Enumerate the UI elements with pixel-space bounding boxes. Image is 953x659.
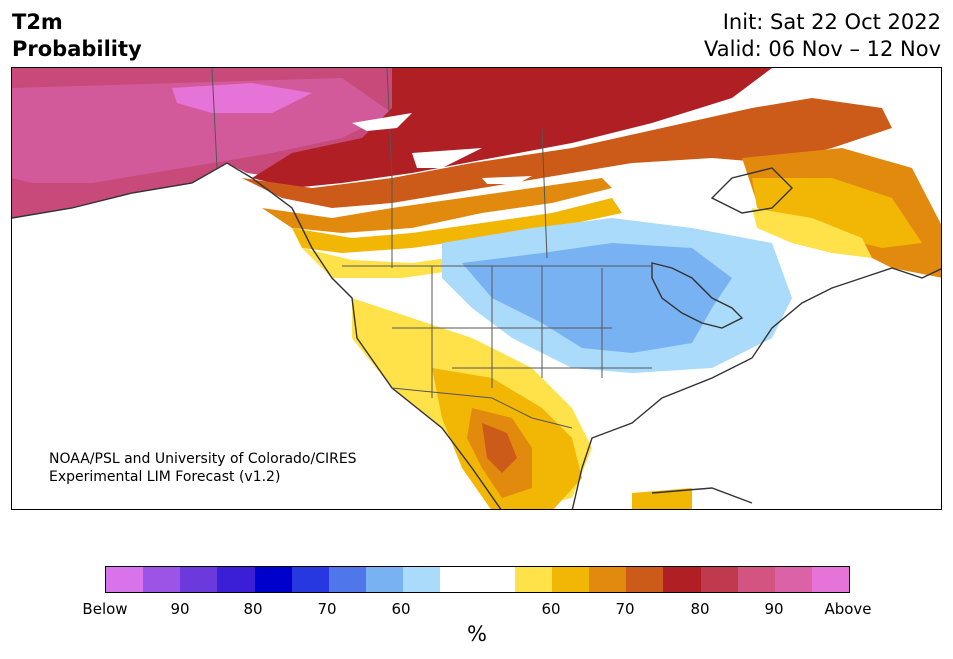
colorbar-segment: [403, 567, 441, 592]
tick-label: Above: [824, 600, 872, 618]
colorbar-segment: [589, 567, 627, 592]
probability-map: [11, 67, 942, 510]
tick-label: Below: [82, 600, 128, 618]
tick-label: 60: [391, 600, 411, 618]
ice-field-3: [482, 176, 532, 184]
tick-label: 70: [317, 600, 337, 618]
ice-field-2: [412, 148, 482, 168]
tick-label: 70: [615, 600, 635, 618]
central-canada-gold: [292, 198, 622, 253]
init-date: Init: Sat 22 Oct 2022: [722, 10, 941, 34]
colorbar-segment: [700, 567, 738, 592]
ice-field-1: [352, 113, 412, 131]
mexico-core: [482, 423, 517, 473]
probability-colorbar: [105, 566, 850, 593]
forecast-dates: Init: Sat 22 Oct 2022 Valid: 06 Nov – 12…: [704, 9, 941, 63]
yucatan-gold: [632, 488, 692, 509]
east-canada-yellow: [752, 208, 872, 258]
colorbar-segment: [143, 567, 181, 592]
tick-label: 80: [690, 600, 710, 618]
colorbar-segment: [477, 567, 515, 592]
valid-date-range: Valid: 06 Nov – 12 Nov: [704, 37, 941, 61]
credit-line-1: NOAA/PSL and University of Colorado/CIRE…: [49, 451, 357, 467]
credit-line-2: Experimental LIM Forecast (v1.2): [49, 469, 281, 485]
colorbar-segment: [254, 567, 292, 592]
colorbar-segment: [774, 567, 812, 592]
tick-label: 90: [764, 600, 784, 618]
north-canada-orange: [242, 98, 892, 208]
north-america-map: [12, 68, 941, 509]
tick-label: 90: [170, 600, 190, 618]
colorbar-segment: [514, 567, 552, 592]
credit-text: NOAA/PSL and University of Colorado/CIRE…: [49, 450, 357, 486]
coastlines: [12, 162, 941, 509]
political-borders: [211, 68, 652, 429]
colorbar-segment: [551, 567, 590, 592]
title-variable: T2m: [12, 10, 63, 34]
colorbar-unit: %: [467, 622, 487, 646]
colorbar-segment: [737, 567, 775, 592]
colorbar-segment: [811, 567, 850, 592]
north-canada-red: [252, 68, 772, 188]
alaska-pink-core: [172, 83, 312, 113]
colorbar-segment: [106, 567, 144, 592]
central-canada-amber: [262, 178, 612, 233]
colorbar-segment: [626, 567, 664, 592]
title-type: Probability: [12, 37, 142, 61]
map-title: T2m Probability: [12, 9, 142, 63]
alaska-above-core: [12, 78, 392, 183]
colorbar-segment: [217, 567, 255, 592]
colorbar-segment: [440, 567, 478, 592]
cold-core: [462, 243, 732, 353]
east-canada-gold: [752, 178, 922, 248]
colorbar-segment: [328, 567, 367, 592]
tick-label: 80: [243, 600, 263, 618]
colorbar-segment: [366, 567, 404, 592]
colorbar-segment: [663, 567, 701, 592]
colorbar-segment: [291, 567, 329, 592]
tick-label: 60: [541, 600, 561, 618]
colorbar-segment: [180, 567, 218, 592]
